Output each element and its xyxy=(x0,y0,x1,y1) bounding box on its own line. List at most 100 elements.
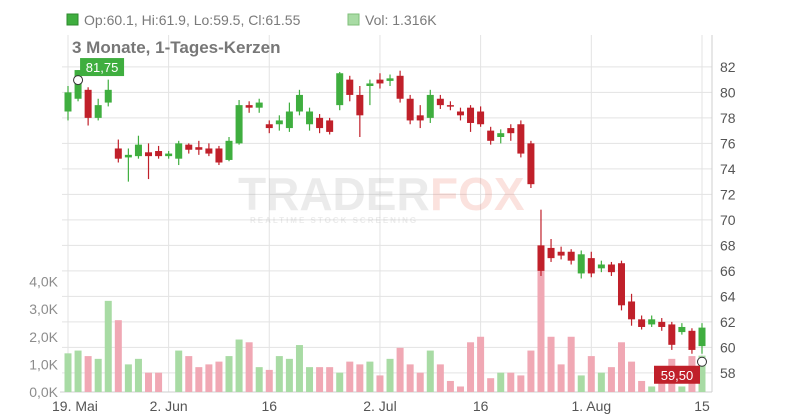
price-tick-label: 60 xyxy=(720,339,736,355)
candle-body xyxy=(366,83,374,86)
price-tick-label: 66 xyxy=(720,263,736,279)
candle-body xyxy=(265,124,273,129)
candle-body xyxy=(537,245,545,271)
candle-body xyxy=(396,75,404,99)
volume-bar xyxy=(74,350,82,392)
grid-lines xyxy=(60,35,713,393)
candle-body xyxy=(668,324,676,345)
candle-body xyxy=(527,143,535,185)
volume-bar xyxy=(678,386,686,392)
volume-tick-label: 4,0K xyxy=(29,274,58,290)
candle-body xyxy=(406,98,414,121)
date-tick-label: 16 xyxy=(261,398,277,414)
candle-body xyxy=(376,79,384,84)
legend-ohlc-text: Op:60.1, Hi:61.9, Lo:59.5, Cl:61.55 xyxy=(84,12,301,28)
volume-tick-label: 0,0K xyxy=(29,384,58,400)
candle-body xyxy=(104,89,112,103)
candle-body xyxy=(607,264,615,273)
candle-body xyxy=(245,105,253,108)
volume-bar xyxy=(597,372,605,392)
volume-bar xyxy=(467,342,475,392)
volume-tick-label: 1,0K xyxy=(29,356,58,372)
volume-bar xyxy=(235,339,243,392)
volume-bar xyxy=(577,375,585,392)
candle-body xyxy=(698,327,706,347)
volume-bar xyxy=(648,386,656,392)
candle-body xyxy=(658,321,666,327)
volume-bar xyxy=(477,336,485,392)
volume-bar xyxy=(396,347,404,392)
candle-body xyxy=(326,120,334,132)
price-markers: 81,75 59,50 xyxy=(73,58,707,384)
price-tick-label: 80 xyxy=(720,84,736,100)
candle-body xyxy=(386,78,394,81)
candle-body xyxy=(165,153,173,157)
volume-bar xyxy=(134,358,142,392)
candle-body xyxy=(416,115,424,121)
candle-body xyxy=(456,111,464,116)
candle-body xyxy=(275,120,283,125)
candle-body xyxy=(124,154,132,158)
volume-bar xyxy=(638,380,646,392)
volume-axis: 0,0K 1,0K 2,0K 3,0K 4,0K xyxy=(29,274,58,400)
candle-body xyxy=(306,111,314,125)
volume-bar xyxy=(698,355,706,392)
legend-ohlc-swatch xyxy=(66,13,79,26)
candle-body xyxy=(477,111,485,125)
watermark-tagline: REALTIME STOCK SCREENING xyxy=(250,216,418,225)
volume-bar xyxy=(386,358,394,392)
candle-body xyxy=(235,105,243,144)
candle-body xyxy=(577,254,585,274)
candle-body xyxy=(587,258,595,274)
candle-body xyxy=(507,128,515,134)
volume-bar xyxy=(366,361,374,392)
volume-bar xyxy=(275,356,283,392)
volume-bar xyxy=(567,336,575,392)
high-marker-dot xyxy=(73,75,84,86)
volume-bar xyxy=(175,350,183,392)
volume-bar xyxy=(64,353,72,392)
volume-bar xyxy=(185,356,193,392)
volume-bar xyxy=(628,361,636,392)
candle-body xyxy=(316,117,324,129)
candle-body xyxy=(688,330,696,350)
candle-body xyxy=(487,130,495,141)
price-tick-label: 82 xyxy=(720,59,736,75)
price-tick-label: 72 xyxy=(720,186,736,202)
candle-body xyxy=(436,98,444,106)
volume-bar xyxy=(376,375,384,392)
candle-body xyxy=(467,107,475,123)
volume-bar xyxy=(547,336,555,392)
volume-bar xyxy=(507,372,515,392)
volume-bar xyxy=(617,342,625,392)
candle-body xyxy=(215,148,223,163)
candle-body xyxy=(617,263,625,306)
date-axis: 19. Mai 2. Jun 16 2. Jul 16 1. Aug 15 xyxy=(52,398,710,414)
candle-body xyxy=(567,251,575,261)
volume-bar xyxy=(336,372,344,392)
candle-body xyxy=(678,326,686,333)
volume-bar xyxy=(155,372,163,392)
price-tick-label: 58 xyxy=(720,365,736,381)
candle-body xyxy=(285,111,293,129)
volume-bar xyxy=(195,367,203,392)
volume-bar xyxy=(607,367,615,392)
volume-bar xyxy=(346,361,354,392)
price-tick-label: 74 xyxy=(720,161,736,177)
candle-body xyxy=(155,151,163,157)
candle-body xyxy=(446,105,454,107)
candle-body xyxy=(638,319,646,327)
price-tick-label: 78 xyxy=(720,110,736,126)
date-tick-label: 2. Jun xyxy=(150,398,188,414)
date-tick-label: 1. Aug xyxy=(571,398,611,414)
volume-bar xyxy=(557,364,565,392)
candle-body xyxy=(205,148,213,154)
candle-body xyxy=(94,105,102,118)
candle-body xyxy=(84,89,92,118)
volume-bar xyxy=(84,356,92,392)
volume-bar xyxy=(285,358,293,392)
price-tick-label: 70 xyxy=(720,212,736,228)
price-tick-label: 68 xyxy=(720,237,736,253)
volume-bar xyxy=(255,367,263,392)
